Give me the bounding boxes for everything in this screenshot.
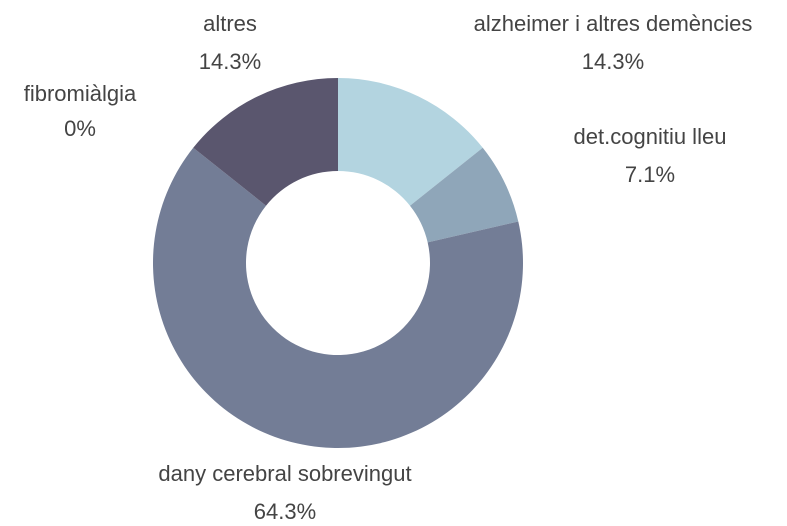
slice-value-label: 0%: [64, 116, 96, 141]
donut-slice: [193, 78, 338, 206]
slice-value-label: 14.3%: [582, 49, 644, 74]
slice-label: dany cerebral sobrevingut: [158, 461, 411, 486]
donut-slice: [153, 147, 524, 449]
slice-label: alzheimer i altres demències: [474, 11, 753, 36]
slice-value-label: 14.3%: [199, 49, 261, 74]
slice-label: fibromiàlgia: [24, 81, 137, 106]
slice-label: altres: [203, 11, 257, 36]
slice-value-label: 64.3%: [254, 499, 316, 524]
donut-slice: [409, 147, 519, 243]
slice-label: det.cognitiu lleu: [574, 124, 727, 149]
donut-slice: [338, 78, 483, 206]
slice-value-label: 7.1%: [625, 162, 675, 187]
